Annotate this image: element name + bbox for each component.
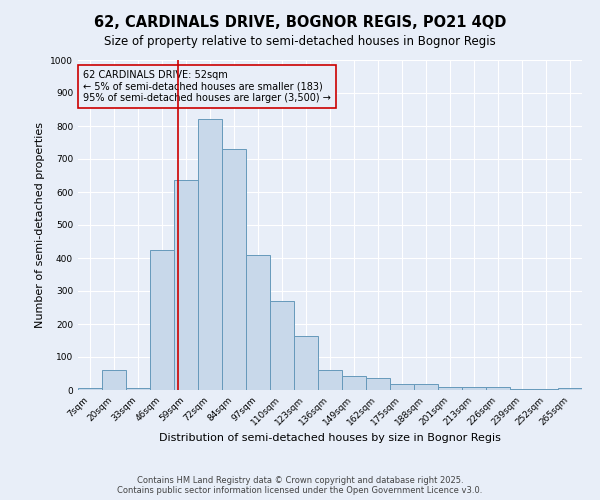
Bar [270, 301, 294, 390]
Bar [414, 384, 438, 390]
Bar [366, 378, 390, 390]
Bar [558, 388, 582, 390]
Bar [534, 389, 558, 390]
Text: 62, CARDINALS DRIVE, BOGNOR REGIS, PO21 4QD: 62, CARDINALS DRIVE, BOGNOR REGIS, PO21 … [94, 15, 506, 30]
Bar [78, 388, 102, 390]
Bar [318, 370, 342, 390]
Y-axis label: Number of semi-detached properties: Number of semi-detached properties [35, 122, 44, 328]
Bar [294, 336, 318, 390]
X-axis label: Distribution of semi-detached houses by size in Bognor Regis: Distribution of semi-detached houses by … [159, 432, 501, 442]
Text: Size of property relative to semi-detached houses in Bognor Regis: Size of property relative to semi-detach… [104, 35, 496, 48]
Bar [390, 384, 414, 390]
Bar [510, 389, 534, 390]
Bar [174, 180, 198, 390]
Bar [102, 370, 126, 390]
Bar [462, 388, 486, 390]
Bar [222, 149, 246, 390]
Text: Contains HM Land Registry data © Crown copyright and database right 2025.
Contai: Contains HM Land Registry data © Crown c… [118, 476, 482, 495]
Bar [342, 376, 366, 390]
Bar [486, 386, 510, 390]
Bar [150, 250, 174, 390]
Bar [438, 386, 462, 390]
Text: 62 CARDINALS DRIVE: 52sqm
← 5% of semi-detached houses are smaller (183)
95% of : 62 CARDINALS DRIVE: 52sqm ← 5% of semi-d… [83, 70, 331, 103]
Bar [246, 254, 270, 390]
Bar [126, 388, 150, 390]
Bar [198, 120, 222, 390]
